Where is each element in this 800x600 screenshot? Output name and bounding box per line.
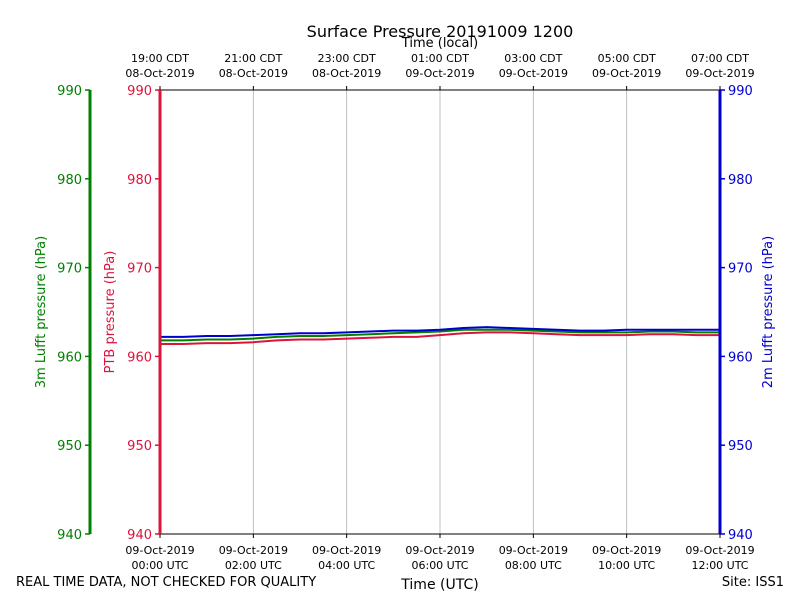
y-tick-label: 950 <box>127 439 152 454</box>
y-axis-title-1: 3m Lufft pressure (hPa) <box>34 236 49 388</box>
y-tick-label: 950 <box>57 439 82 454</box>
top-tick-time-label: 05:00 CDT <box>598 52 656 65</box>
top-tick-date-label: 09-Oct-2019 <box>405 67 474 80</box>
y-axis-title-2: PTB pressure (hPa) <box>103 251 118 374</box>
bottom-tick-date-label: 09-Oct-2019 <box>219 544 288 557</box>
bottom-tick-date-label: 09-Oct-2019 <box>592 544 661 557</box>
bottom-tick-date-label: 09-Oct-2019 <box>685 544 754 557</box>
quality-notice: REAL TIME DATA, NOT CHECKED FOR QUALITY <box>16 575 317 590</box>
y-tick-label: 980 <box>127 173 152 188</box>
series-line-2 <box>160 328 720 342</box>
x-ticks-group: 09-Oct-2019 00:00 UTC 09-Oct-2019 02:00 UTC… <box>125 52 754 572</box>
y-tick-label: 990 <box>127 84 152 99</box>
bottom-tick-date-label: 09-Oct-2019 <box>125 544 194 557</box>
top-tick-date-label: 08-Oct-2019 <box>125 67 194 80</box>
series-line-3 <box>160 326 720 338</box>
series-line-1 <box>160 331 720 345</box>
y-tick-label: 980 <box>57 173 82 188</box>
y-tick-label: 960 <box>127 350 152 365</box>
y-tick-label: 990 <box>57 84 82 99</box>
y-tick-label: 970 <box>127 262 152 277</box>
bottom-tick-date-label: 09-Oct-2019 <box>499 544 568 557</box>
top-tick-time-label: 21:00 CDT <box>224 52 282 65</box>
y-tick-label: 960 <box>57 350 82 365</box>
top-axis-label: Time (local) <box>401 36 478 51</box>
series-group <box>160 326 720 345</box>
y-tick-label: 970 <box>57 262 82 277</box>
top-tick-time-label: 01:00 CDT <box>411 52 469 65</box>
top-tick-time-label: 03:00 CDT <box>504 52 562 65</box>
top-tick-date-label: 09-Oct-2019 <box>685 67 754 80</box>
y-tick-label: 950 <box>728 439 753 454</box>
y-axis-title-3: 2m Lufft pressure (hPa) <box>761 236 776 388</box>
bottom-tick-time-label: 12:00 UTC <box>691 559 748 572</box>
top-tick-date-label: 09-Oct-2019 <box>499 67 568 80</box>
bottom-tick-date-label: 09-Oct-2019 <box>405 544 474 557</box>
bottom-tick-time-label: 08:00 UTC <box>505 559 562 572</box>
bottom-tick-time-label: 02:00 UTC <box>225 559 282 572</box>
top-tick-date-label: 08-Oct-2019 <box>312 67 381 80</box>
y-tick-label: 940 <box>728 528 753 543</box>
top-tick-time-label: 07:00 CDT <box>691 52 749 65</box>
bottom-tick-time-label: 10:00 UTC <box>598 559 655 572</box>
y-tick-label: 970 <box>728 262 753 277</box>
x-axis-label: Time (UTC) <box>400 577 478 593</box>
bottom-tick-time-label: 06:00 UTC <box>411 559 468 572</box>
axes-group: 940 950 960 970 980 990 3m Lufft pressure (hPa… <box>34 84 776 543</box>
y-tick-label: 960 <box>728 350 753 365</box>
chart-title: Surface Pressure 20191009 1200 <box>307 22 574 41</box>
top-tick-time-label: 19:00 CDT <box>131 52 189 65</box>
y-tick-label: 980 <box>728 173 753 188</box>
top-tick-date-label: 09-Oct-2019 <box>592 67 661 80</box>
top-tick-date-label: 08-Oct-2019 <box>219 67 288 80</box>
bottom-tick-date-label: 09-Oct-2019 <box>312 544 381 557</box>
y-tick-label: 940 <box>57 528 82 543</box>
site-label: Site: ISS1 <box>721 575 784 590</box>
top-tick-time-label: 23:00 CDT <box>318 52 376 65</box>
y-tick-label: 940 <box>127 528 152 543</box>
y-tick-label: 990 <box>728 84 753 99</box>
bottom-tick-time-label: 00:00 UTC <box>131 559 188 572</box>
grid-lines <box>159 90 721 534</box>
bottom-tick-time-label: 04:00 UTC <box>318 559 375 572</box>
